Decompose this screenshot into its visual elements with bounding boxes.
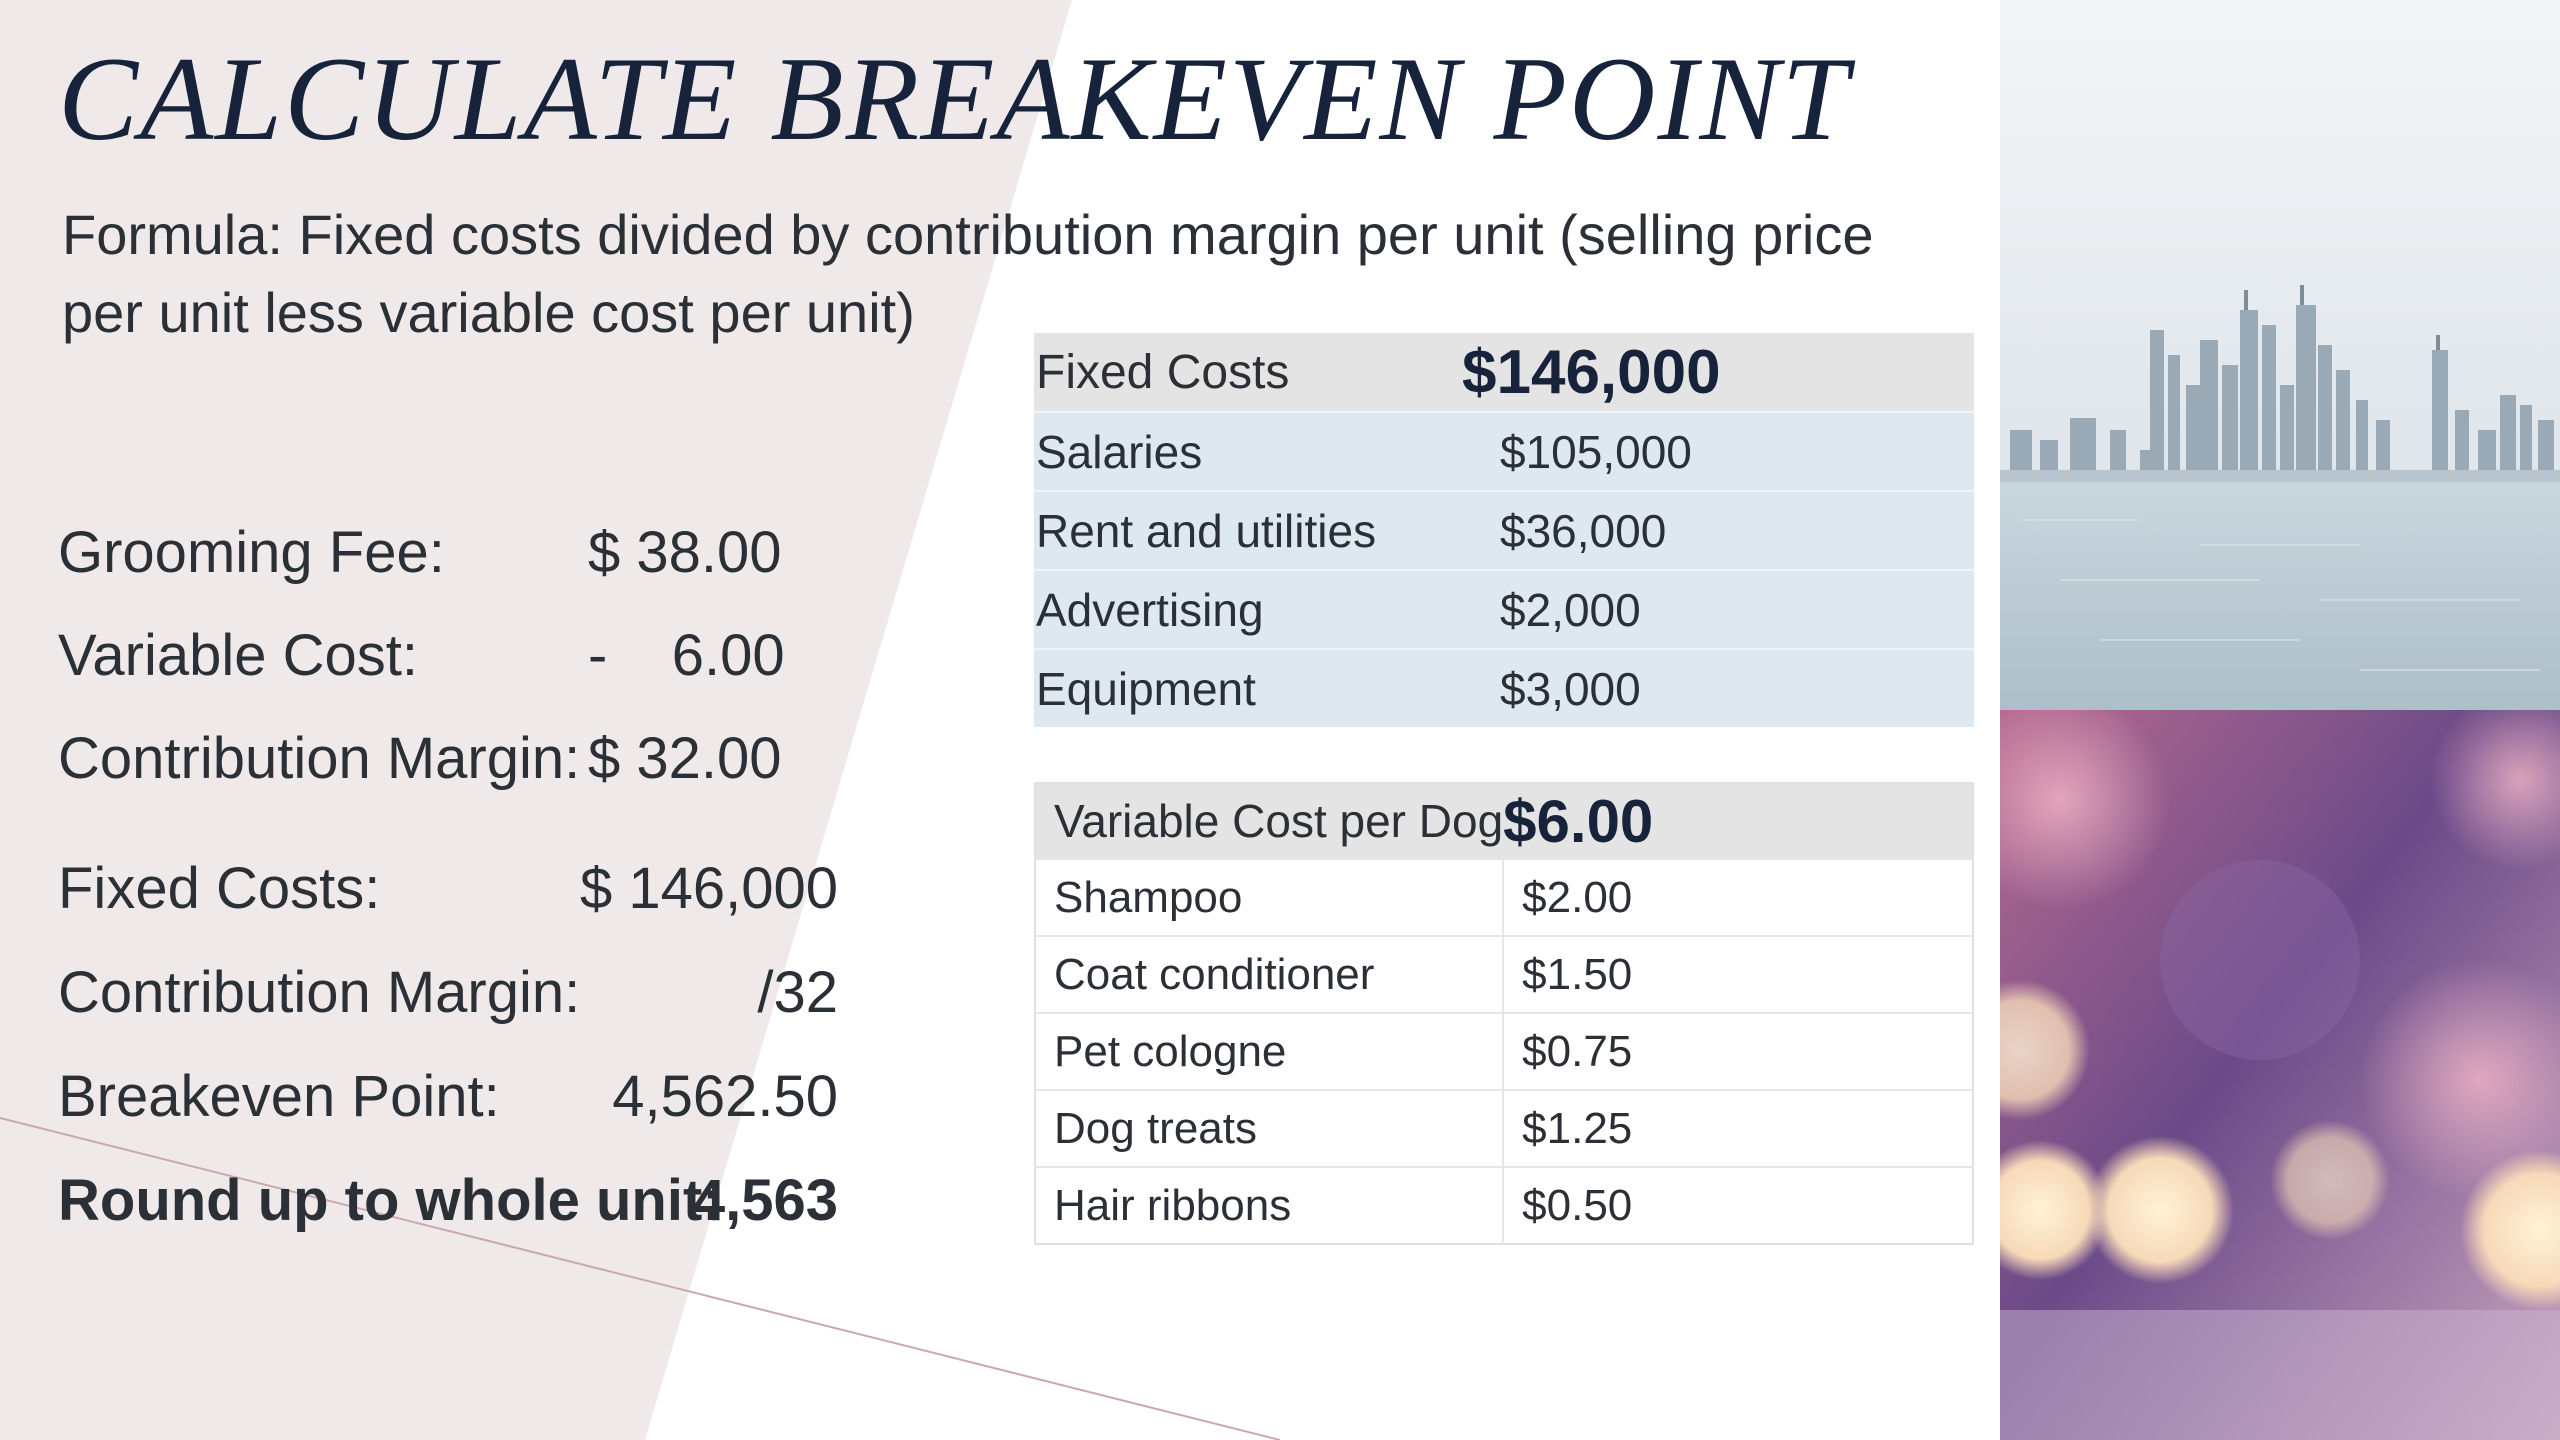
fixed-costs-label: Fixed Costs: [58,856,381,921]
round-up-value: 4,563 [692,1168,838,1233]
variable-cost-amount: $2.00 [1503,858,1973,936]
fixed-costs-header-label: Fixed Costs [1034,333,1462,412]
variable-cost-amount: $1.50 [1503,935,1973,1013]
fixed-costs-table: Fixed Costs $146,000 Salaries $105,000 R… [1034,333,1974,727]
grooming-fee-row: Grooming Fee: $ 38.00 [58,524,838,594]
contribution-margin-divisor-label: Contribution Margin: [58,960,581,1025]
round-up-label: Round up to whole unit: [58,1168,722,1233]
fixed-costs-header-amount: $146,000 [1462,333,1974,412]
variable-cost-name: Hair ribbons [1035,1166,1505,1244]
variable-cost-row: Variable Cost: - 6.00 [58,627,838,697]
table-row: Hair ribbons $0.50 [1035,1166,1973,1244]
fixed-cost-name: Advertising [1034,569,1462,649]
variable-cost-label: Variable Cost: [58,623,418,688]
contribution-margin-value: $ 32.00 [588,726,782,791]
slide-title: CALCULATE BREAKEVEN POINT [58,32,1851,165]
fixed-costs-row: Fixed Costs: $ 146,000 [58,860,838,930]
variable-cost-header-row: Variable Cost per Dog $6.00 [1035,783,1973,859]
table-row: Pet cologne $0.75 [1035,1012,1973,1090]
variable-cost-name: Coat conditioner [1035,935,1505,1013]
variable-cost-name: Dog treats [1035,1089,1505,1167]
table-row: Shampoo $2.00 [1035,858,1973,936]
grooming-fee-value: $ 38.00 [588,520,782,585]
variable-cost-amount: $0.75 [1503,1012,1973,1090]
bokeh-lights-image [2000,710,2560,1440]
variable-cost-amount: $0.50 [1503,1166,1973,1244]
city-skyline-image [2000,0,2560,710]
table-row: Rent and utilities $36,000 [1034,490,1974,570]
fixed-costs-header-row: Fixed Costs $146,000 [1034,333,1974,412]
variable-cost-header-label: Variable Cost per Dog [1035,783,1504,859]
fixed-cost-amount: $3,000 [1462,648,1974,727]
grooming-fee-label: Grooming Fee: [58,520,445,585]
table-row: Advertising $2,000 [1034,569,1974,649]
table-row: Salaries $105,000 [1034,411,1974,491]
variable-cost-amount: $1.25 [1503,1089,1973,1167]
table-row: Coat conditioner $1.50 [1035,935,1973,1013]
round-up-row: Round up to whole unit: 4,563 [58,1172,838,1242]
breakeven-point-row: Breakeven Point: 4,562.50 [58,1068,838,1138]
fixed-cost-name: Equipment [1034,648,1462,727]
variable-cost-header-amount: $6.00 [1503,783,1973,859]
variable-cost-value: - 6.00 [588,623,785,688]
contribution-margin-divisor-row: Contribution Margin: /32 [58,964,838,1034]
table-row: Equipment $3,000 [1034,648,1974,727]
contribution-margin-label: Contribution Margin: [58,726,581,791]
contribution-margin-divisor-value: /32 [757,960,838,1025]
fixed-cost-amount: $36,000 [1462,490,1974,570]
fixed-cost-name: Salaries [1034,411,1462,491]
breakeven-point-value: 4,562.50 [612,1064,838,1129]
variable-cost-name: Pet cologne [1035,1012,1505,1090]
fixed-cost-name: Rent and utilities [1034,490,1462,570]
variable-cost-table: Variable Cost per Dog $6.00 Shampoo $2.0… [1034,782,1974,1245]
fixed-cost-amount: $2,000 [1462,569,1974,649]
variable-cost-name: Shampoo [1035,858,1505,936]
fixed-costs-value: $ 146,000 [579,856,838,921]
background-decoration [0,0,1281,1440]
contribution-margin-row: Contribution Margin: $ 32.00 [58,730,838,800]
formula-text: Formula: Fixed costs divided by contribu… [62,203,1874,344]
table-row: Dog treats $1.25 [1035,1089,1973,1167]
breakeven-point-label: Breakeven Point: [58,1064,500,1129]
fixed-cost-amount: $105,000 [1462,411,1974,491]
